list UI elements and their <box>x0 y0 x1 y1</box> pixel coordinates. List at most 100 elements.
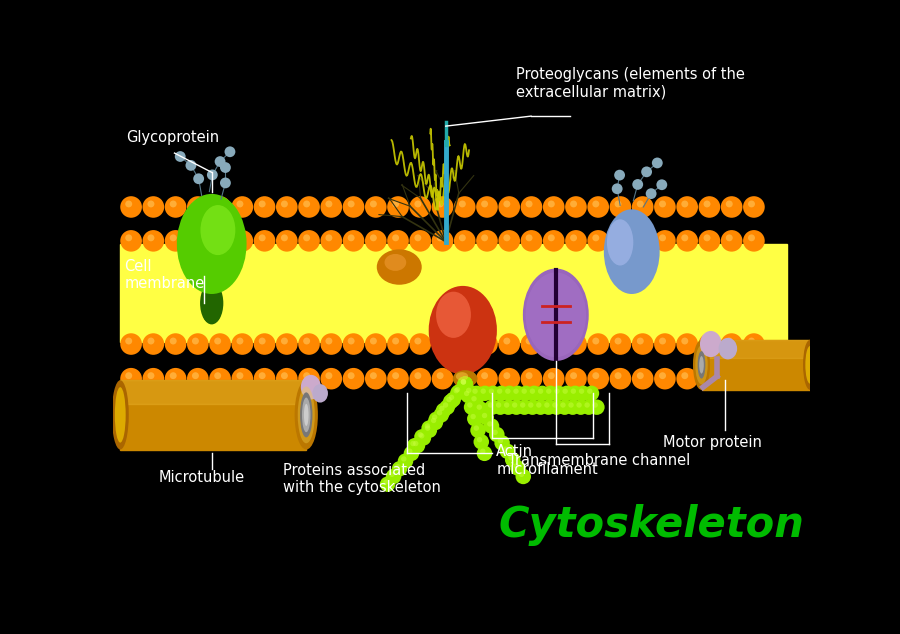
Circle shape <box>214 337 221 344</box>
Circle shape <box>482 235 488 242</box>
Circle shape <box>416 430 431 446</box>
Circle shape <box>320 333 342 355</box>
Circle shape <box>192 235 199 242</box>
Ellipse shape <box>301 375 321 399</box>
Circle shape <box>473 425 479 431</box>
Circle shape <box>518 385 534 401</box>
Circle shape <box>364 196 387 217</box>
Circle shape <box>209 333 231 355</box>
Circle shape <box>743 196 765 217</box>
Ellipse shape <box>200 282 223 325</box>
Circle shape <box>459 200 466 207</box>
Circle shape <box>520 403 526 408</box>
Circle shape <box>541 399 556 415</box>
Circle shape <box>571 389 576 394</box>
Circle shape <box>380 477 395 492</box>
Circle shape <box>194 173 204 184</box>
Circle shape <box>482 200 488 207</box>
Circle shape <box>392 461 408 477</box>
Circle shape <box>467 403 472 408</box>
Ellipse shape <box>604 209 660 294</box>
Circle shape <box>498 438 503 443</box>
Circle shape <box>565 368 587 389</box>
Ellipse shape <box>302 398 310 432</box>
Circle shape <box>721 333 742 355</box>
Circle shape <box>298 230 320 252</box>
Circle shape <box>370 372 377 379</box>
Circle shape <box>449 394 454 400</box>
Circle shape <box>562 389 568 394</box>
Circle shape <box>170 235 176 242</box>
Circle shape <box>254 368 275 389</box>
Circle shape <box>142 333 164 355</box>
Circle shape <box>526 337 533 344</box>
Circle shape <box>559 385 574 401</box>
Circle shape <box>421 420 436 436</box>
Circle shape <box>148 235 155 242</box>
Circle shape <box>459 235 466 242</box>
Circle shape <box>554 389 560 394</box>
Circle shape <box>425 424 430 429</box>
Circle shape <box>503 235 510 242</box>
Circle shape <box>464 391 470 396</box>
Circle shape <box>281 337 288 344</box>
Circle shape <box>592 200 599 207</box>
Circle shape <box>436 235 444 242</box>
Circle shape <box>410 196 431 217</box>
Circle shape <box>471 423 486 438</box>
Circle shape <box>231 333 253 355</box>
Circle shape <box>526 200 533 207</box>
Ellipse shape <box>298 387 315 443</box>
Circle shape <box>254 333 275 355</box>
Circle shape <box>446 392 461 407</box>
FancyBboxPatch shape <box>121 244 787 342</box>
Circle shape <box>477 437 482 443</box>
Circle shape <box>477 404 482 410</box>
Circle shape <box>439 406 445 411</box>
Circle shape <box>543 385 558 401</box>
Circle shape <box>461 379 466 385</box>
Ellipse shape <box>453 370 478 387</box>
Circle shape <box>654 196 676 217</box>
Circle shape <box>165 196 186 217</box>
Circle shape <box>392 337 399 344</box>
Circle shape <box>467 411 482 427</box>
Circle shape <box>209 196 231 217</box>
Circle shape <box>165 368 186 389</box>
Circle shape <box>148 200 155 207</box>
Ellipse shape <box>384 254 406 271</box>
Circle shape <box>454 368 475 389</box>
Circle shape <box>659 235 666 242</box>
Circle shape <box>463 385 478 400</box>
Circle shape <box>526 235 533 242</box>
Circle shape <box>725 235 733 242</box>
Circle shape <box>125 337 132 344</box>
Circle shape <box>387 333 409 355</box>
Circle shape <box>484 418 500 434</box>
Circle shape <box>254 196 275 217</box>
Circle shape <box>383 479 389 485</box>
Circle shape <box>459 372 466 379</box>
Circle shape <box>632 196 653 217</box>
Circle shape <box>401 456 407 462</box>
Circle shape <box>503 200 510 207</box>
Circle shape <box>551 385 566 401</box>
Circle shape <box>450 385 465 401</box>
Circle shape <box>125 200 132 207</box>
Circle shape <box>512 403 517 408</box>
Circle shape <box>704 200 710 207</box>
Circle shape <box>121 196 142 217</box>
Circle shape <box>520 196 543 217</box>
Circle shape <box>209 230 231 252</box>
Circle shape <box>499 333 520 355</box>
Circle shape <box>615 235 622 242</box>
Ellipse shape <box>699 356 704 373</box>
Circle shape <box>347 372 355 379</box>
Circle shape <box>231 196 253 217</box>
Circle shape <box>428 415 443 430</box>
Circle shape <box>231 368 253 389</box>
Circle shape <box>209 368 231 389</box>
Circle shape <box>443 403 448 408</box>
Circle shape <box>461 379 466 385</box>
Circle shape <box>407 448 412 454</box>
